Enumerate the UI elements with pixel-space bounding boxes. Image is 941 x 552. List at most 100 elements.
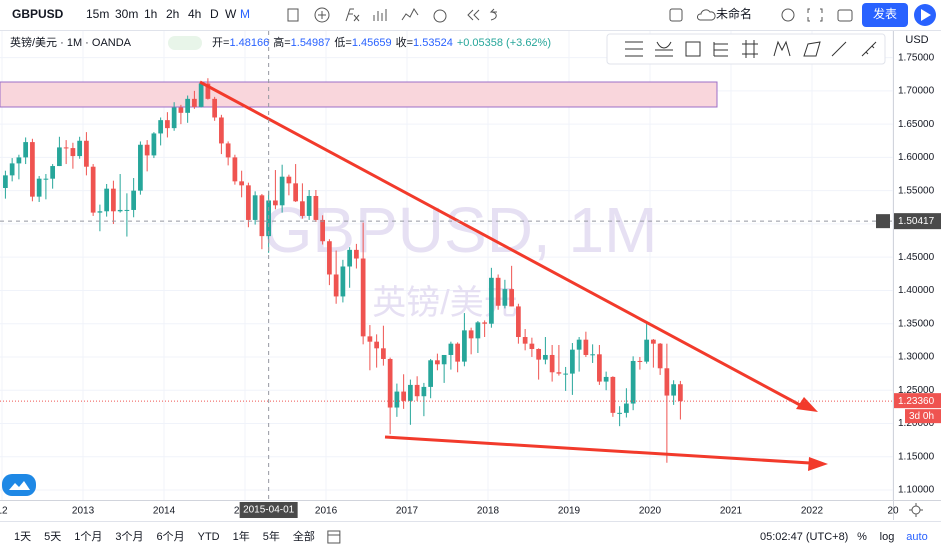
candle-body — [138, 144, 143, 191]
legend-value: +0.05358 (+3.62%) — [457, 37, 551, 49]
candle-body — [671, 384, 676, 396]
icon[interactable] — [433, 9, 447, 23]
candle-body — [198, 83, 204, 107]
x-tick-label: 2016 — [315, 506, 338, 517]
logo[interactable] — [2, 474, 36, 496]
trend-line[interactable] — [384, 435, 811, 465]
tool-icon[interactable] — [831, 41, 847, 57]
candle-body — [651, 339, 656, 344]
legend-label: 高= — [273, 35, 290, 49]
icon[interactable] — [373, 9, 387, 21]
icon[interactable] — [401, 8, 419, 21]
interval-button[interactable]: 15m — [86, 7, 109, 21]
range-button[interactable]: 全部 — [293, 529, 315, 543]
publish-button[interactable] — [862, 3, 908, 27]
interval-button[interactable]: 4h — [188, 7, 201, 21]
tool-icon[interactable] — [713, 42, 728, 57]
interval-button[interactable]: 30m — [115, 7, 138, 21]
candle-body — [462, 330, 467, 362]
range-button[interactable]: YTD — [198, 531, 220, 543]
legend-value: 1.53524 — [413, 37, 453, 49]
interval-button[interactable]: 2h — [166, 7, 179, 21]
y-tick-label: 1.65000 — [898, 119, 935, 130]
tool-icon[interactable] — [625, 41, 643, 57]
symbol[interactable]: GBPUSD — [12, 7, 64, 21]
icon[interactable] — [807, 8, 823, 22]
last-price-tag — [894, 393, 941, 409]
zone-rectangle[interactable] — [0, 81, 718, 108]
publish-label[interactable]: 发表 — [873, 6, 897, 21]
currency: USD — [905, 34, 928, 46]
candle-body — [63, 147, 69, 149]
candle-body — [381, 348, 386, 359]
range-calendar-icon[interactable] — [327, 530, 341, 544]
candle-body — [583, 339, 589, 355]
settings-icon[interactable] — [909, 503, 923, 517]
legend-toggle[interactable] — [168, 36, 202, 50]
candle-body — [117, 209, 123, 212]
icon[interactable] — [837, 9, 853, 22]
y-tick-label: 1.60000 — [898, 152, 935, 163]
candle-body — [340, 266, 346, 297]
candle-body — [144, 144, 150, 156]
log-toggle[interactable]: log — [880, 531, 895, 543]
range-button[interactable]: 5天 — [44, 531, 61, 543]
candle-body — [401, 391, 407, 401]
candle-body — [563, 373, 568, 375]
icon[interactable] — [781, 8, 795, 22]
x-tick-label: 2021 — [720, 506, 743, 517]
y-tick-label: 1.40000 — [898, 285, 935, 296]
range-button[interactable]: 1天 — [14, 531, 31, 543]
candle-body — [70, 148, 76, 157]
x-tick-label: 2017 — [396, 506, 419, 517]
icon[interactable] — [287, 8, 299, 22]
tool-icon[interactable] — [685, 41, 701, 57]
icon[interactable] — [467, 8, 497, 21]
icon[interactable] — [696, 9, 716, 21]
candle-body — [556, 372, 562, 374]
interval-button[interactable]: D — [210, 7, 219, 21]
auto-toggle[interactable]: auto — [906, 531, 927, 543]
candle-body — [509, 289, 514, 307]
range-button[interactable]: 1个月 — [74, 530, 102, 543]
crosshair-date-label: 2015-04-01 — [243, 505, 295, 516]
crosshair-plus[interactable] — [876, 214, 890, 229]
candle-body — [111, 188, 116, 212]
candle-body — [232, 157, 238, 182]
range-button[interactable]: 1年 — [233, 529, 250, 543]
range-button[interactable]: 3个月 — [115, 530, 143, 543]
tool-icon[interactable] — [655, 41, 673, 57]
candle-body — [151, 133, 157, 156]
range-button[interactable]: 5年 — [263, 529, 280, 543]
x-tick-label: 2013 — [72, 506, 95, 517]
trend-line[interactable] — [199, 80, 801, 407]
candle-body — [624, 403, 629, 413]
icon[interactable] — [314, 7, 330, 23]
interval-button[interactable]: M — [240, 7, 250, 21]
tool-icon[interactable] — [803, 41, 821, 57]
tool-icon[interactable] — [861, 41, 877, 57]
icon[interactable] — [345, 8, 360, 22]
candle-body — [421, 386, 427, 397]
candle-body — [165, 120, 170, 129]
candle-body — [630, 360, 636, 404]
range-button[interactable]: 6个月 — [157, 530, 185, 543]
tool-icon[interactable] — [773, 40, 791, 57]
y-tick-label: 1.25000 — [898, 385, 935, 396]
candle-body — [333, 274, 339, 297]
x-tick-label: 2019 — [558, 506, 581, 517]
interval-button[interactable]: W — [225, 7, 237, 21]
layout-name[interactable]: 未命名 — [716, 6, 752, 21]
interval-button[interactable]: 1h — [144, 7, 157, 21]
percent-toggle[interactable]: % — [857, 531, 867, 543]
candle-body — [178, 107, 184, 113]
candle-body — [455, 343, 460, 362]
candle-body — [529, 343, 535, 349]
candle-body — [124, 209, 130, 211]
candle-body — [313, 195, 319, 220]
tool-icon[interactable] — [742, 40, 758, 58]
icon[interactable] — [669, 8, 683, 22]
candle-body — [77, 140, 83, 157]
candle-body — [50, 166, 56, 179]
